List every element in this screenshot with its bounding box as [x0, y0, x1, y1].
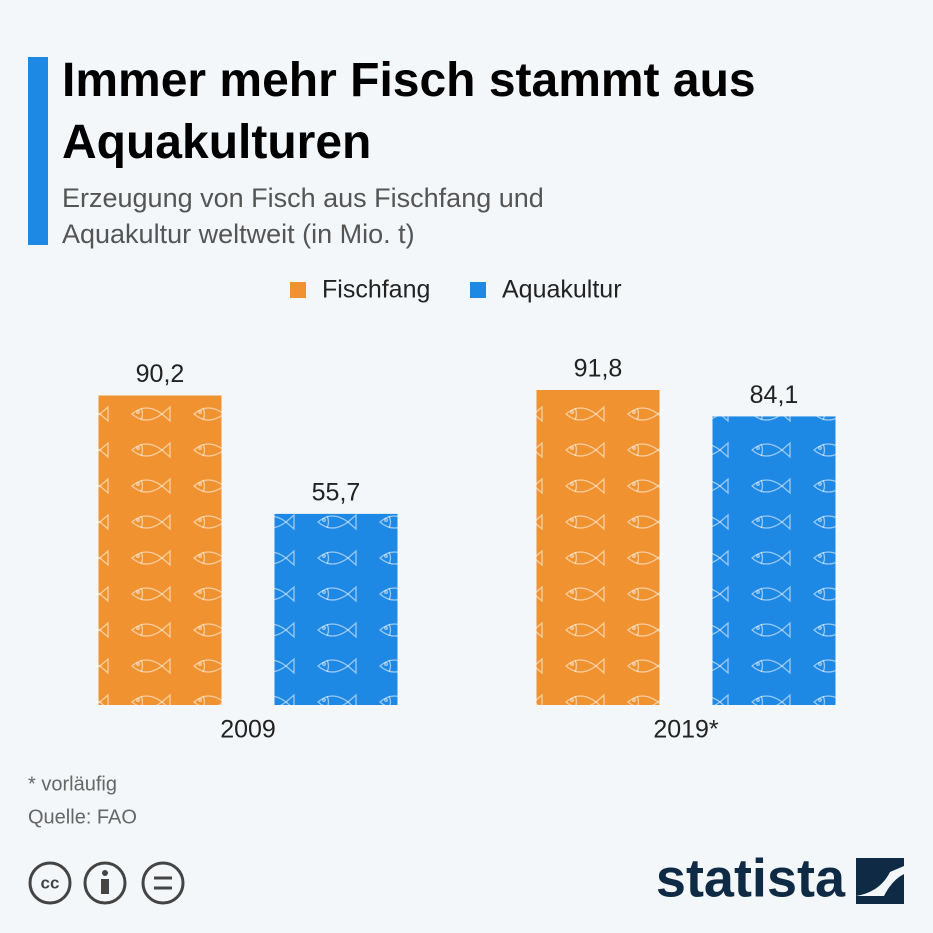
- accent-bar: [28, 57, 48, 245]
- value-label: 91,8: [574, 355, 623, 383]
- legend-swatch: [470, 282, 486, 298]
- legend-label: Aquakultur: [502, 276, 622, 304]
- footnote: Quelle: FAO: [28, 806, 137, 828]
- bar-pattern: [712, 416, 836, 705]
- value-label: 84,1: [750, 381, 799, 409]
- value-label: 55,7: [312, 478, 361, 506]
- by-icon: [83, 861, 127, 905]
- x-tick-label: 2019*: [653, 716, 719, 744]
- nd-icon: [141, 861, 185, 905]
- chart-title: Immer mehr Fisch stammt aus Aquakulturen: [62, 54, 756, 169]
- bar-pattern: [536, 390, 660, 705]
- legend-label: Fischfang: [322, 276, 430, 304]
- bar-pattern: [98, 395, 222, 705]
- legend-swatch: [290, 282, 306, 298]
- x-tick-label: 2009: [220, 716, 276, 744]
- logo-text: statista: [656, 848, 846, 908]
- chart-subtitle: Erzeugung von Fisch aus Fischfang und Aq…: [62, 183, 544, 249]
- footnote: * vorläufig: [28, 773, 117, 795]
- logo-icon: [856, 858, 904, 904]
- cc-icon: [28, 861, 72, 905]
- license-icons: cc: [28, 861, 185, 905]
- value-label: 90,2: [136, 360, 185, 388]
- cc-text: cc: [41, 873, 60, 892]
- bar-pattern: [274, 513, 398, 705]
